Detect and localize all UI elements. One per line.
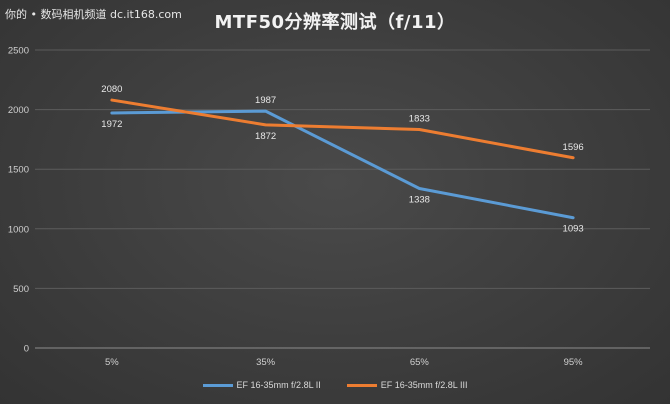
data-label: 2080	[101, 84, 122, 95]
data-label: 1972	[101, 119, 122, 130]
y-tick-label: 500	[13, 284, 29, 295]
legend-item-series-1: EF 16-35mm f/2.8L II	[202, 380, 321, 390]
data-label: 1872	[255, 131, 276, 142]
legend-label-series-1: EF 16-35mm f/2.8L II	[236, 380, 321, 390]
data-label: 1338	[409, 195, 430, 206]
legend-swatch-series-1	[202, 383, 233, 387]
chart-title: MTF50分辨率测试（f/11）	[214, 12, 456, 33]
y-tick-label: 2500	[8, 46, 29, 57]
y-tick-label: 0	[24, 344, 29, 355]
site-watermark: 你的 • 数码相机频道 dc.it168.com	[5, 8, 182, 21]
data-label: 1093	[563, 224, 584, 235]
data-label: 1987	[255, 95, 276, 106]
x-tick-label: 5%	[105, 357, 119, 368]
legend-item-series-2: EF 16-35mm f/2.8L III	[346, 380, 468, 390]
y-tick-label: 2000	[8, 105, 29, 116]
data-label: 1596	[563, 142, 584, 153]
legend-swatch-series-2	[346, 383, 377, 387]
x-tick-label: 65%	[410, 357, 430, 368]
x-tick-label: 35%	[256, 357, 276, 368]
data-label: 1833	[409, 114, 430, 125]
x-tick-label: 95%	[564, 357, 584, 368]
legend-label-series-2: EF 16-35mm f/2.8L III	[380, 380, 468, 390]
chart-legend: EF 16-35mm f/2.8L II EF 16-35mm f/2.8L I…	[0, 380, 670, 390]
y-tick-label: 1000	[8, 224, 29, 235]
series-line-2	[110, 98, 575, 160]
y-tick-label: 1500	[8, 165, 29, 176]
